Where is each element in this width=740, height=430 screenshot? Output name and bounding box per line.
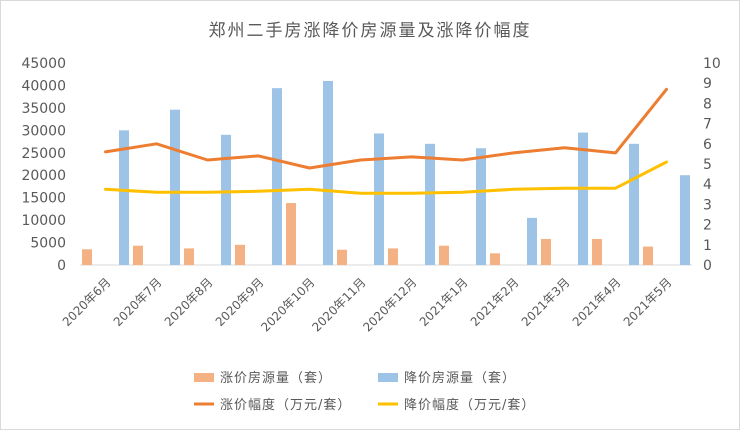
right-tick-label: 6 [703, 137, 712, 153]
right-tick-label: 3 [703, 197, 712, 213]
bar-price-down-count [578, 132, 588, 265]
bar-price-down-count [425, 143, 435, 265]
bar-price-up-count [82, 249, 92, 265]
bar-price-up-count [337, 249, 347, 265]
left-tick-label: 35000 [21, 101, 66, 117]
legend-swatch [378, 373, 398, 382]
legend-label: 降价房源量（套） [404, 370, 516, 386]
legend-label: 降价幅度（万元/套） [404, 397, 535, 413]
bar-price-down-count [323, 80, 333, 265]
bar-price-up-count [490, 253, 500, 265]
right-tick-label: 5 [703, 157, 712, 173]
chart-title: 郑州二手房涨降价房源量及涨降价幅度 [209, 21, 532, 41]
bar-price-down-count [170, 109, 180, 265]
bar-price-up-count [286, 203, 296, 265]
bar-price-up-count [388, 248, 398, 265]
right-tick-label: 1 [703, 238, 712, 254]
line-price-up-amount [104, 87, 668, 170]
left-tick-label: 15000 [21, 191, 66, 207]
right-tick-label: 9 [703, 76, 712, 92]
bars-layer [82, 80, 690, 265]
left-tick-label: 40000 [21, 78, 66, 94]
lines-layer [104, 87, 668, 195]
left-tick-label: 0 [57, 258, 66, 274]
right-tick-label: 4 [703, 177, 712, 193]
right-axis: 0 1 2 3 4 5 6 7 8 9 10 [703, 56, 721, 274]
legend-swatch [194, 373, 214, 382]
right-tick-label: 7 [703, 117, 712, 133]
left-tick-label: 10000 [21, 213, 66, 229]
left-tick-label: 5000 [30, 236, 66, 252]
bar-price-down-count [527, 217, 537, 265]
left-tick-label: 30000 [21, 123, 66, 139]
legend-label: 涨价幅度（万元/套） [220, 397, 351, 413]
bar-price-down-count [629, 143, 639, 265]
bar-price-up-count [235, 244, 245, 265]
right-tick-label: 8 [703, 96, 712, 112]
bar-price-down-count [680, 175, 690, 265]
bar-price-up-count [592, 238, 602, 265]
bar-price-down-count [119, 130, 129, 265]
bar-price-down-count [374, 133, 384, 265]
left-tick-label: 25000 [21, 146, 66, 162]
line-price-down-amount [104, 160, 668, 195]
legend-label: 涨价房源量（套） [220, 370, 332, 386]
bar-price-down-count [272, 88, 282, 265]
right-tick-label: 2 [703, 218, 712, 234]
bar-price-down-count [221, 134, 231, 265]
right-tick-label: 10 [703, 56, 721, 72]
left-axis: 0 5000 10000 15000 20000 25000 30000 35000 40000… [21, 56, 66, 274]
bar-price-up-count [643, 246, 653, 265]
left-tick-label: 20000 [21, 168, 66, 184]
legend: 涨价房源量（套） 降价房源量（套） 涨价幅度（万元/套） 降价幅度（万元/套） [194, 370, 535, 413]
bar-price-down-count [476, 148, 486, 265]
bar-price-up-count [439, 245, 449, 265]
bar-price-up-count [133, 245, 143, 265]
left-tick-label: 45000 [21, 56, 66, 72]
right-tick-label: 0 [703, 258, 712, 274]
bar-price-up-count [184, 248, 194, 265]
bar-price-up-count [541, 238, 551, 265]
